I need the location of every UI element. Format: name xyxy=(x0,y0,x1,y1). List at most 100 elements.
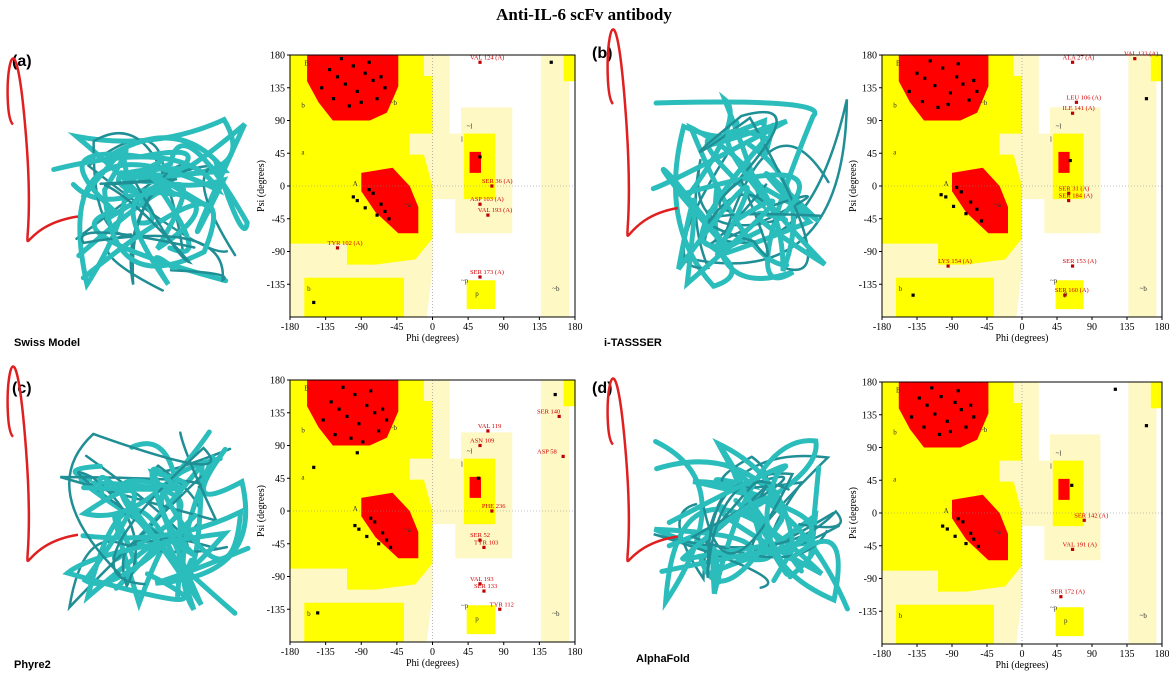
y-tick-label: 90 xyxy=(867,443,877,454)
residue-point xyxy=(327,67,332,72)
generous-region xyxy=(540,380,570,642)
residue-point xyxy=(945,527,949,531)
y-tick-label: 45 xyxy=(275,474,285,485)
outlier-point xyxy=(482,545,486,549)
region-label: A xyxy=(944,507,949,515)
residue-point xyxy=(969,531,973,535)
residue-point xyxy=(553,392,557,397)
protein-ribbon xyxy=(707,178,822,257)
region-label: ~l xyxy=(467,122,473,130)
residue-point xyxy=(312,465,316,469)
x-tick-label: -90 xyxy=(355,647,368,658)
model-caption: Swiss Model xyxy=(14,337,80,349)
outlier-label: ASN 109 xyxy=(470,438,494,445)
region-label: a xyxy=(301,149,305,157)
residue-point xyxy=(351,64,355,68)
outlier-point xyxy=(478,443,482,448)
residue-point xyxy=(359,100,363,104)
outlier-point xyxy=(1082,518,1086,522)
panel: (c) Phyre2 Bb ~b a A ~a l ~l ~p p b ~b -180 -135 -90 -45… xyxy=(6,365,583,671)
x-tick-label: 180 xyxy=(568,322,583,333)
outlier-label: SER 184 (A) xyxy=(1059,193,1093,200)
region-label: A xyxy=(353,180,358,188)
residue-point xyxy=(316,611,320,615)
region-label: l xyxy=(461,135,463,143)
residue-point xyxy=(909,415,914,419)
y-tick-label: -135 xyxy=(859,280,877,291)
outlier-point xyxy=(1074,100,1079,104)
outlier-label: SER 173 (A) xyxy=(470,269,504,276)
residue-point xyxy=(1068,158,1072,163)
residue-point xyxy=(345,414,349,418)
region-label: b xyxy=(301,101,305,109)
x-tick-label: -135 xyxy=(316,322,334,333)
x-tick-label: -180 xyxy=(873,322,891,333)
core-region xyxy=(361,492,419,559)
outlier-label: SER 172 (A) xyxy=(1051,589,1085,596)
x-tick-label: -135 xyxy=(908,649,926,660)
y-axis-title: Psi (degrees) xyxy=(848,160,859,212)
x-tick-label: 135 xyxy=(1120,649,1135,660)
panel-label: (c) xyxy=(12,380,32,397)
y-tick-label: -90 xyxy=(864,247,877,258)
residue-point xyxy=(915,71,919,75)
residue-point xyxy=(941,66,945,70)
residue-point xyxy=(967,98,971,102)
residue-point xyxy=(933,83,937,88)
outlier-label: ASP 58 xyxy=(537,448,557,455)
residue-point xyxy=(956,62,960,66)
region-label: p xyxy=(475,615,479,623)
y-tick-label: 45 xyxy=(867,476,877,487)
outlier-point xyxy=(486,213,490,217)
allowed-region xyxy=(304,277,404,317)
region-label: a xyxy=(893,149,897,157)
x-tick-label: 0 xyxy=(1020,322,1025,333)
region-label: ~b xyxy=(1140,612,1148,620)
protein-ribbon xyxy=(80,231,226,283)
region-label: ~b xyxy=(390,424,398,432)
outlier-point xyxy=(1070,264,1075,268)
residue-point xyxy=(951,204,956,208)
region-label: ~l xyxy=(467,447,473,455)
model-caption: i-TASSSER xyxy=(604,337,662,349)
residue-point xyxy=(321,418,325,422)
outlier-point xyxy=(557,414,561,418)
y-tick-label: 135 xyxy=(270,83,285,94)
residue-point xyxy=(353,523,357,528)
x-tick-label: -180 xyxy=(281,647,299,658)
outlier-label: SER 153 (A) xyxy=(1063,258,1097,265)
residue-point xyxy=(955,75,959,79)
y-tick-label: -45 xyxy=(864,214,877,225)
protein-ribbon xyxy=(680,495,785,584)
outlier-label: SER 160 (A) xyxy=(1055,287,1089,294)
residue-point xyxy=(371,191,375,195)
outlier-point xyxy=(490,184,494,188)
region-label: l xyxy=(461,460,463,468)
residue-point xyxy=(956,517,960,521)
protein-ribbon xyxy=(99,178,194,265)
x-tick-label: 90 xyxy=(1087,649,1097,660)
protein-ribbon xyxy=(692,479,850,612)
residue-point xyxy=(361,440,365,444)
outlier-point xyxy=(478,582,482,586)
residue-point xyxy=(922,425,926,429)
residue-point xyxy=(383,86,387,90)
residue-point xyxy=(373,411,377,415)
outlier-point xyxy=(486,429,490,433)
y-tick-label: 90 xyxy=(275,441,285,452)
residue-point xyxy=(355,89,359,93)
residue-point xyxy=(959,408,963,412)
residue-point xyxy=(375,213,379,217)
protein-loop xyxy=(6,57,79,243)
residue-point xyxy=(387,217,391,221)
region-label: ~a xyxy=(404,201,412,209)
outlier-point xyxy=(478,60,482,64)
residue-point xyxy=(367,188,371,192)
residue-point xyxy=(476,476,481,480)
residue-point xyxy=(1144,97,1149,101)
protein-loop xyxy=(606,28,679,237)
region-label: b xyxy=(893,101,897,109)
residue-point xyxy=(329,400,333,404)
core-region xyxy=(952,167,1008,234)
